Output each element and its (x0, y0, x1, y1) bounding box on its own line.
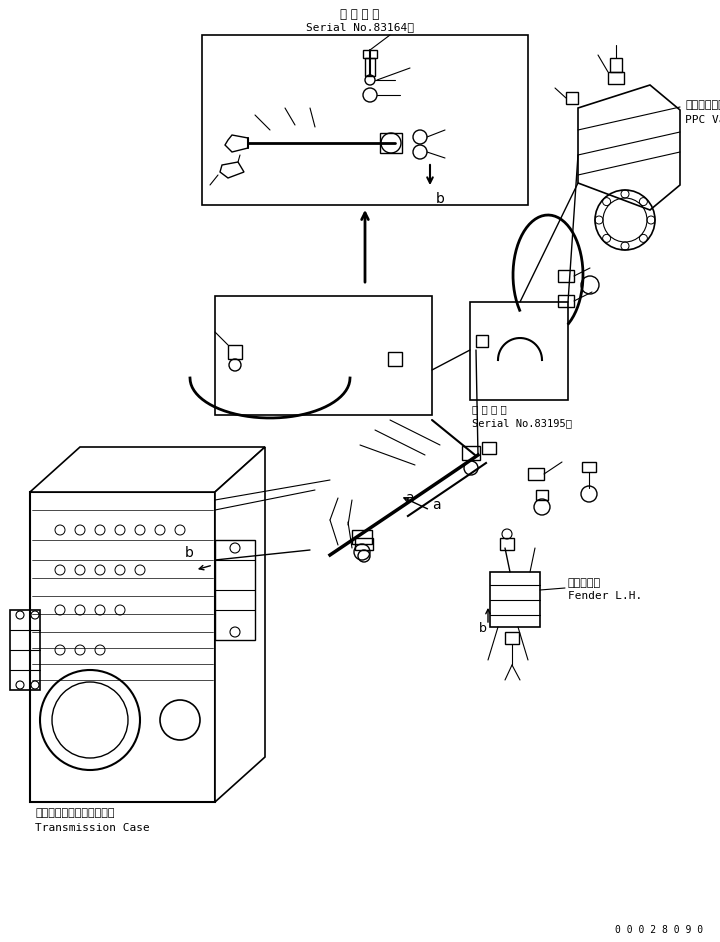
Bar (365, 58, 375, 76)
Polygon shape (225, 135, 248, 152)
Polygon shape (215, 447, 265, 802)
Bar (10, 610, 40, 690)
Bar (30, 492, 215, 802)
Bar (610, 58, 622, 72)
Text: フェンダ左: フェンダ左 (568, 578, 601, 588)
Bar (536, 490, 548, 500)
Text: a: a (405, 491, 413, 505)
Bar (528, 468, 544, 480)
Text: b: b (479, 622, 487, 635)
Text: トランスミッションケース: トランスミッションケース (35, 808, 114, 818)
Bar (228, 345, 242, 359)
Text: PPC Valve: PPC Valve (685, 115, 720, 125)
Bar (363, 50, 377, 58)
Text: a: a (432, 498, 441, 512)
Text: 適 用 号 機: 適 用 号 機 (472, 404, 507, 414)
Bar (582, 462, 596, 472)
Bar (462, 446, 480, 460)
Bar (388, 352, 402, 366)
Bar (608, 72, 624, 84)
Bar (215, 296, 432, 415)
Text: Serial No.83195～: Serial No.83195～ (472, 418, 572, 428)
Polygon shape (30, 447, 265, 492)
Bar (202, 35, 528, 205)
Text: 適 用 号 機: 適 用 号 機 (341, 8, 379, 21)
Bar (566, 92, 578, 104)
Text: 0 0 0 2 8 0 9 0: 0 0 0 2 8 0 9 0 (615, 925, 703, 935)
Text: b: b (185, 546, 194, 560)
Text: Serial No.83164～: Serial No.83164～ (306, 22, 414, 32)
Bar (215, 540, 255, 640)
Bar (355, 538, 373, 550)
Polygon shape (578, 85, 680, 210)
Bar (476, 335, 488, 347)
Text: b: b (436, 192, 445, 206)
Bar (490, 572, 540, 627)
Text: Transmission Case: Transmission Case (35, 823, 150, 833)
Bar (470, 302, 568, 400)
Bar (505, 632, 519, 644)
Bar (500, 538, 514, 550)
Bar (352, 530, 372, 544)
Polygon shape (220, 162, 244, 178)
Bar (558, 270, 574, 282)
Bar (558, 295, 574, 307)
Bar (482, 442, 496, 454)
Text: Fender L.H.: Fender L.H. (568, 591, 642, 601)
Text: ＰＰＣバルブ: ＰＰＣバルブ (685, 100, 720, 110)
Bar (380, 133, 402, 153)
